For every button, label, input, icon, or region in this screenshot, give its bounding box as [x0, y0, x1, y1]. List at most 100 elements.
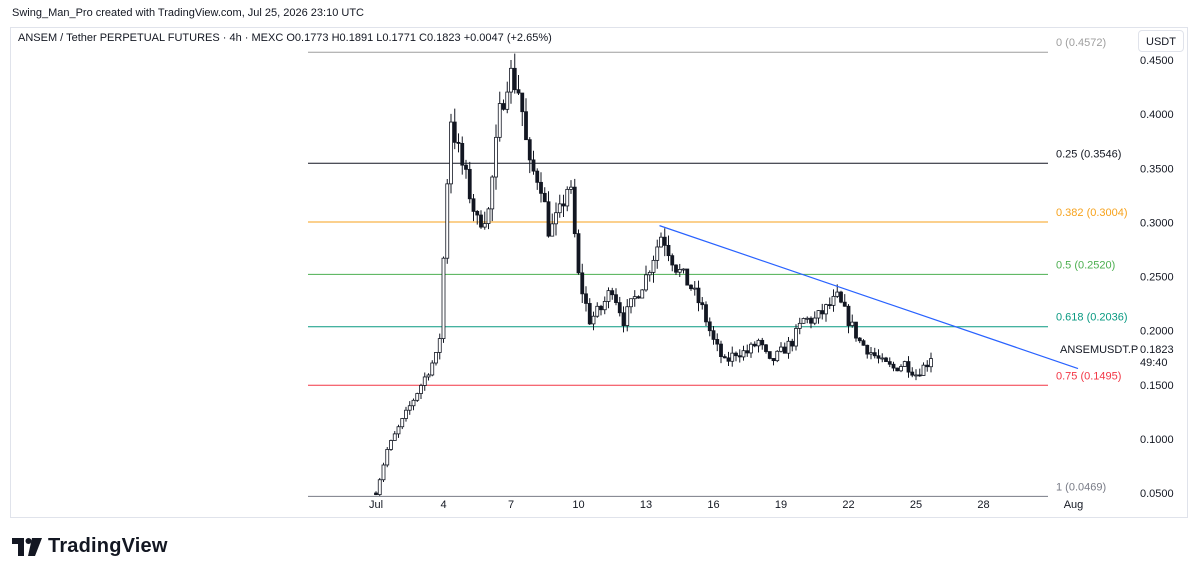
candle-body [404, 409, 408, 419]
candle-body [464, 164, 468, 170]
candle-body [681, 268, 686, 271]
candle-body [899, 366, 903, 372]
symbol-ohlc-legend[interactable]: ANSEM / Tether PERPETUAL FUTURES · 4h · … [18, 32, 552, 44]
candle-body [561, 203, 566, 207]
candle-body [636, 296, 641, 299]
candle-body [929, 358, 933, 368]
trendline[interactable] [659, 225, 1079, 370]
candle-body [719, 343, 723, 357]
candle-body [494, 136, 498, 178]
candle-body [850, 321, 855, 326]
candle-body [385, 449, 390, 466]
candle-body [752, 343, 757, 347]
candle-body [835, 291, 840, 297]
candle-body [610, 290, 615, 296]
candle-body [685, 268, 690, 286]
time-tick-label: Aug [1064, 499, 1084, 511]
candle-body [921, 364, 926, 376]
candle-body [906, 361, 911, 373]
candle-body [700, 302, 705, 306]
candle-body [482, 223, 487, 228]
candle-body [512, 67, 517, 91]
candle-body [546, 201, 551, 237]
candle-body [572, 186, 577, 235]
candle-body [381, 464, 386, 481]
candle-body [869, 352, 873, 355]
candle-body [764, 344, 768, 352]
time-tick-label: 7 [508, 499, 514, 511]
candle-body [644, 274, 648, 291]
candle-body [580, 272, 585, 295]
candle-body [475, 210, 480, 216]
candle-body [505, 91, 510, 110]
time-axis[interactable]: Jul 4 7 10 13 16 19 22 25 28 Aug [369, 499, 1083, 511]
candle-body [662, 236, 667, 246]
candle-body [565, 188, 570, 207]
candle-body [730, 352, 735, 362]
chart-credit: Swing_Man_Pro created with TradingView.c… [12, 7, 364, 19]
candle-body [535, 170, 540, 183]
time-tick-label: 10 [572, 499, 584, 511]
fib-level-label: 0 (0.4572) [1056, 37, 1106, 49]
candle-body [422, 376, 427, 386]
candle-body [809, 317, 813, 324]
fib-level-label: 0.75 (0.1495) [1056, 370, 1121, 382]
time-tick-label: 28 [977, 499, 989, 511]
candle-body [625, 306, 630, 326]
price-tick-label: 0.3500 [1140, 163, 1174, 175]
price-tick-label: 0.1000 [1140, 434, 1174, 446]
candle-body [831, 295, 836, 306]
candle-body [651, 259, 656, 273]
candle-body [902, 361, 907, 367]
candle-body [749, 343, 753, 354]
candle-body [554, 212, 558, 225]
candle-body [925, 364, 930, 368]
fib-level-label: 0.5 (0.2520) [1056, 259, 1115, 271]
candle-body [887, 361, 892, 365]
fib-retracement[interactable]: 0 (0.4572) 0.25 (0.3546) 0.382 (0.3004) 0.5… [308, 37, 1128, 497]
candle-body [400, 418, 405, 428]
time-tick-label: 25 [910, 499, 922, 511]
candle-body [741, 350, 746, 358]
candle-body [392, 433, 397, 441]
price-tick-label: 0.3000 [1140, 217, 1174, 229]
candle-body [527, 139, 532, 161]
candle-body [745, 350, 750, 354]
candle-body [587, 303, 592, 325]
candle-body [490, 176, 495, 210]
candle-body [756, 339, 761, 347]
fib-level-label: 1 (0.0469) [1056, 481, 1106, 493]
candle-body [497, 103, 502, 138]
candle-body [846, 305, 851, 326]
candle-body [389, 440, 393, 450]
candle-body [479, 214, 483, 228]
candle-body [854, 321, 858, 339]
candle-body [550, 223, 555, 237]
candle-body [614, 294, 618, 303]
price-axis[interactable]: 0.4500 0.4000 0.3500 0.3000 0.2500 0.2000 0.15… [1140, 55, 1174, 500]
candle-body [760, 339, 765, 346]
currency-button[interactable]: USDT [1138, 30, 1184, 52]
candle-body [707, 321, 712, 332]
candle-body [557, 203, 562, 214]
candle-body [816, 310, 821, 319]
candle-body [407, 405, 412, 411]
candle-body [456, 141, 461, 144]
candle-body [520, 92, 525, 113]
candle-body [876, 355, 881, 359]
candle-body [842, 301, 847, 307]
candle-body [861, 340, 866, 346]
candle-body [509, 67, 513, 93]
candle-body [606, 290, 611, 302]
price-tick-label: 0.0500 [1140, 488, 1174, 500]
candle-body [531, 159, 536, 172]
candle-body [786, 340, 791, 354]
candle-body [396, 426, 401, 435]
descending-trendline[interactable] [659, 225, 1079, 370]
candle-body [689, 284, 693, 290]
candle-body [696, 287, 701, 304]
candle-body [516, 89, 521, 94]
candle-body [599, 305, 603, 311]
time-tick-label: 13 [640, 499, 652, 511]
